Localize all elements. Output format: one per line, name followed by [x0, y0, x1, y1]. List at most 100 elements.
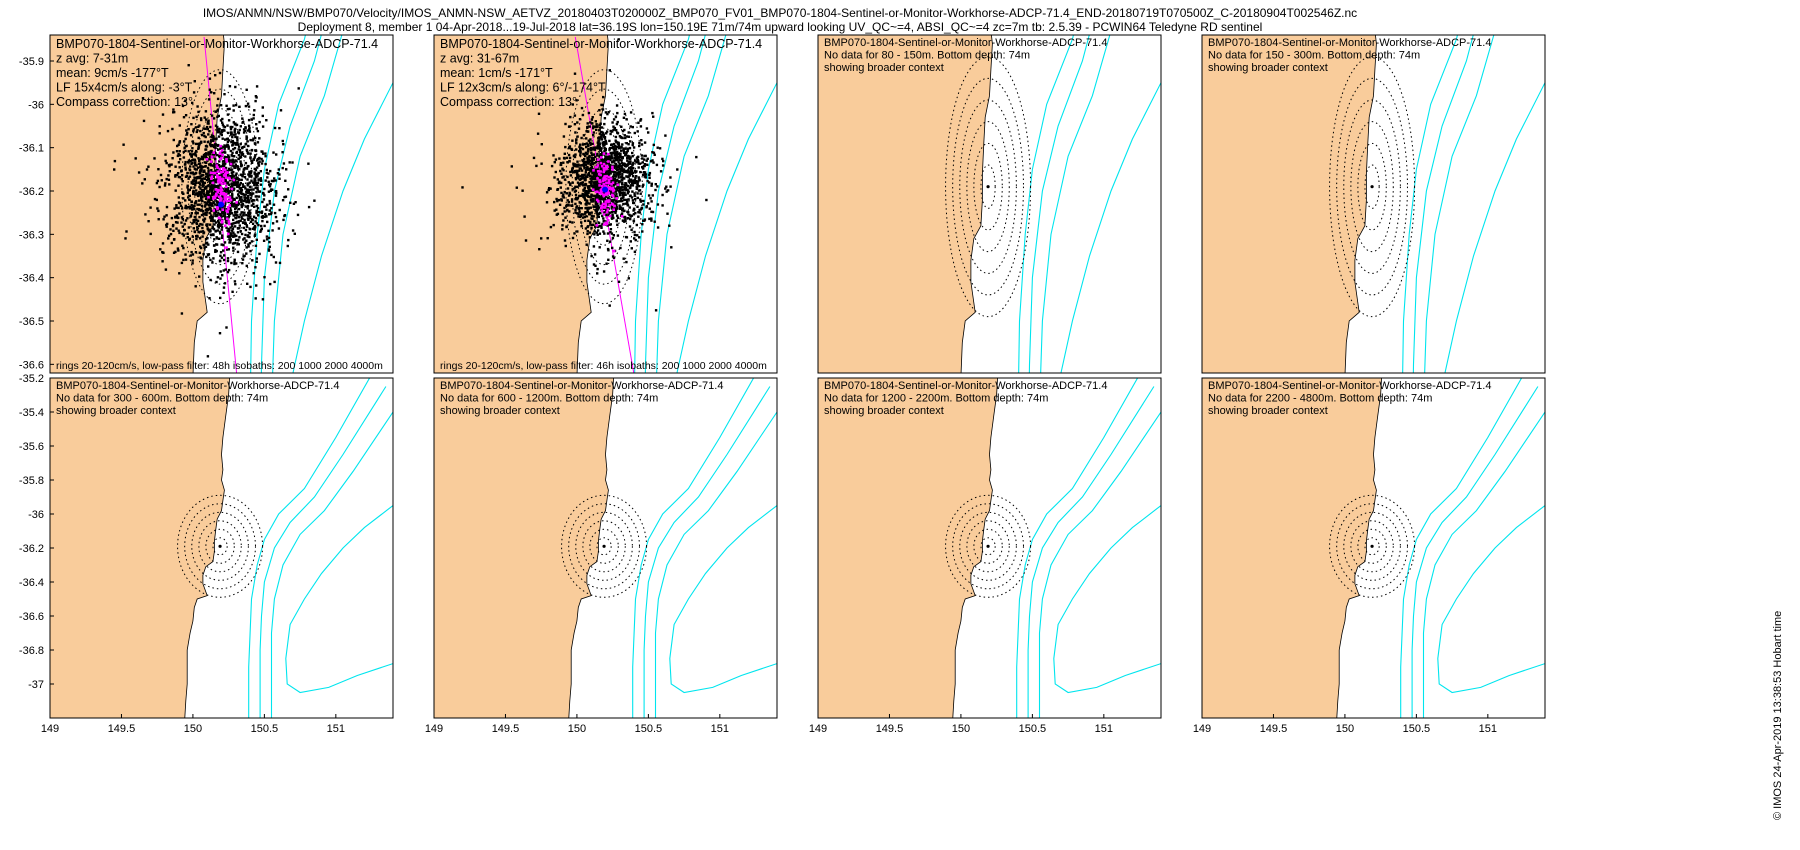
scatter-point [641, 173, 645, 176]
range-ring [575, 511, 633, 581]
scatter-point [184, 168, 187, 171]
range-ring [184, 503, 256, 590]
scatter-point [580, 213, 583, 216]
scatter-point [205, 145, 209, 148]
panel-title-line: No data for 150 - 300m. Bottom depth: 74… [1208, 50, 1420, 62]
scatter-point [676, 168, 679, 171]
scatter-point [267, 249, 271, 252]
scatter-point [562, 135, 566, 138]
x-tick-label: 151 [1095, 723, 1113, 735]
scatter-point [610, 179, 613, 182]
scatter-point [141, 97, 145, 100]
lowpass-point [592, 169, 595, 172]
scatter-point [592, 157, 595, 160]
scatter-point [207, 208, 210, 212]
scatter-point [211, 261, 214, 264]
scatter-point [634, 170, 637, 174]
scatter-point [259, 177, 262, 180]
scatter-point [598, 148, 602, 151]
scatter-point [595, 186, 598, 189]
scatter-point [587, 191, 590, 194]
scatter-point [274, 261, 278, 264]
scatter-point [656, 146, 659, 149]
scatter-point [184, 145, 187, 148]
scatter-point [255, 166, 259, 169]
scatter-point [274, 179, 277, 182]
scatter-point [234, 103, 238, 107]
scatter-point [307, 205, 311, 209]
scatter-point [242, 168, 245, 171]
scatter-point [271, 222, 275, 225]
scatter-point [254, 244, 258, 247]
scatter-point [579, 143, 582, 146]
scatter-point [186, 205, 189, 209]
scatter-point [593, 178, 596, 181]
scatter-point [577, 127, 581, 130]
lowpass-point [216, 190, 219, 194]
scatter-point [191, 241, 194, 244]
scatter-point [246, 234, 250, 237]
scatter-point [222, 286, 226, 289]
scatter-point [636, 158, 640, 162]
scatter-point [235, 196, 238, 200]
lowpass-point [218, 151, 222, 155]
scatter-point [160, 179, 163, 182]
scatter-point [264, 152, 267, 155]
scatter-point [609, 231, 612, 234]
scatter-point [202, 253, 205, 256]
scatter-point [604, 195, 607, 198]
scatter-point [616, 216, 620, 219]
scatter-point [273, 280, 276, 284]
scatter-point [165, 214, 168, 217]
scatter-point [165, 177, 168, 181]
scatter-point [247, 164, 250, 168]
panel-title-line: showing broader context [1208, 405, 1328, 417]
scatter-point [244, 196, 247, 199]
range-ring [973, 142, 1003, 231]
scatter-point [590, 183, 593, 187]
scatter-point [193, 186, 196, 189]
lowpass-point [611, 193, 614, 197]
scatter-point [215, 179, 218, 182]
scatter-point [235, 221, 238, 224]
scatter-point [204, 238, 208, 241]
scatter-point [620, 175, 623, 178]
scatter-point [178, 154, 182, 157]
scatter-point [189, 165, 192, 168]
isobath-line [1040, 35, 1111, 373]
scatter-point [199, 256, 202, 259]
scatter-point [195, 200, 198, 203]
scatter-point [566, 208, 569, 212]
scatter-point [218, 237, 221, 240]
scatter-point [635, 187, 638, 190]
scatter-point [241, 183, 245, 186]
scatter-point [269, 182, 272, 186]
scatter-point [191, 262, 194, 265]
scatter-point [275, 192, 278, 195]
scatter-point [584, 203, 587, 206]
scatter-point [591, 122, 594, 125]
scatter-point [211, 204, 214, 207]
scatter-point [221, 274, 224, 277]
scatter-point [223, 282, 227, 285]
scatter-point [616, 120, 619, 124]
scatter-point [592, 146, 595, 149]
scatter-point [234, 163, 237, 166]
scatter-point [219, 296, 222, 300]
isobath-line [1422, 411, 1545, 718]
scatter-point [230, 168, 234, 171]
y-tick-label: -36.3 [19, 229, 44, 241]
scatter-point [670, 246, 673, 249]
scatter-point [613, 198, 616, 201]
scatter-point [186, 184, 189, 187]
scatter-point [197, 146, 200, 149]
scatter-point [581, 181, 584, 184]
scatter-point [216, 229, 220, 232]
scatter-point [596, 192, 599, 196]
scatter-point [236, 181, 239, 184]
scatter-point [613, 128, 616, 131]
scatter-point [216, 177, 219, 181]
lowpass-point [602, 170, 605, 174]
scatter-point [210, 134, 214, 137]
